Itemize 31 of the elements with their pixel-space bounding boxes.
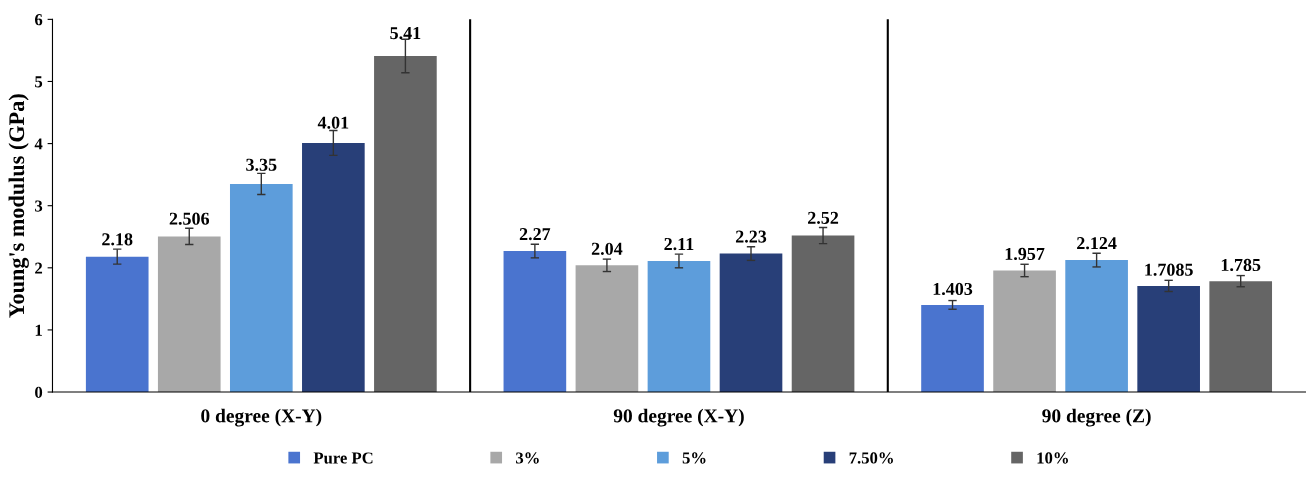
y-tick-label: 2 xyxy=(35,262,43,274)
data-label: 2.27 xyxy=(519,228,551,241)
data-label: 1.7085 xyxy=(1145,263,1193,276)
data-label: 2.18 xyxy=(102,233,133,246)
y-tick-label: 6 xyxy=(34,14,43,26)
data-label: 2.52 xyxy=(808,211,839,224)
legend-label: Pure PC xyxy=(313,452,373,464)
y-tick-label: 1 xyxy=(35,324,42,336)
data-label: 1.403 xyxy=(933,282,973,296)
data-label: 2.04 xyxy=(591,242,623,255)
data-label: 1.957 xyxy=(1005,247,1045,261)
data-label: 5.41 xyxy=(390,27,421,40)
data-label: 2.23 xyxy=(735,230,767,243)
y-tick-label: 3 xyxy=(35,200,43,212)
data-label: 1.785 xyxy=(1221,258,1261,272)
legend-label: 5% xyxy=(682,452,706,464)
x-tick-label: 90 degree (Z) xyxy=(1042,408,1151,427)
data-label: 2.11 xyxy=(664,237,694,251)
data-label: 4.01 xyxy=(317,116,349,129)
y-tick-label: 4 xyxy=(34,138,43,150)
legend-label: 7.50% xyxy=(849,452,893,464)
y-tick-label: 0 xyxy=(35,386,43,398)
x-tick-label: 90 degree (X-Y) xyxy=(613,408,744,427)
y-axis-title: Young's modulus (GPa) xyxy=(8,94,29,318)
data-label: 3.35 xyxy=(246,158,277,171)
legend-label: 3% xyxy=(516,452,539,464)
legend-label: 10% xyxy=(1037,452,1068,464)
data-label: 2.124 xyxy=(1077,237,1117,250)
y-tick-label: 5 xyxy=(35,76,43,88)
data-label: 2.506 xyxy=(169,212,210,225)
x-tick-label: 0 degree (X-Y) xyxy=(201,408,322,427)
